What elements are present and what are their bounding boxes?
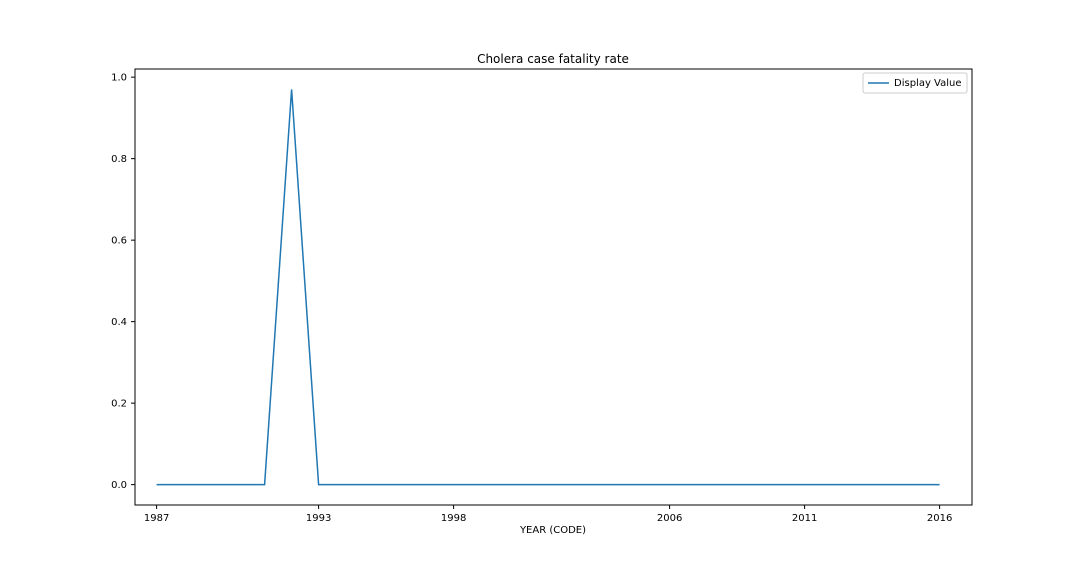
legend-label-display-value: Display Value — [894, 78, 962, 89]
x-tick-label: 1993 — [306, 513, 331, 524]
y-axis: 0.0 0.2 0.4 0.6 0.8 1.0 — [111, 73, 135, 491]
y-tick-label: 0.4 — [111, 317, 127, 328]
legend: Display Value — [862, 72, 968, 94]
x-tick-label: 2016 — [927, 513, 952, 524]
plot-area — [134, 68, 973, 506]
x-axis-label: YEAR (CODE) — [519, 525, 586, 536]
x-tick-label: 1987 — [144, 513, 169, 524]
series-line-display-value — [156, 89, 940, 486]
y-tick-label: 0.2 — [111, 399, 127, 410]
y-tick-label: 0.6 — [111, 236, 127, 247]
series-layer — [156, 89, 940, 486]
y-tick-label: 1.0 — [111, 73, 127, 84]
y-tick-label: 0.8 — [111, 154, 127, 165]
x-tick-label: 2011 — [792, 513, 817, 524]
x-axis: 1987 1993 1998 2006 2011 2016 — [144, 505, 952, 524]
x-tick-label: 1998 — [441, 513, 466, 524]
legend-box — [862, 72, 968, 94]
chart-title: Cholera case fatality rate — [477, 52, 629, 66]
y-tick-label: 0.0 — [111, 480, 127, 491]
x-tick-label: 2006 — [657, 513, 682, 524]
